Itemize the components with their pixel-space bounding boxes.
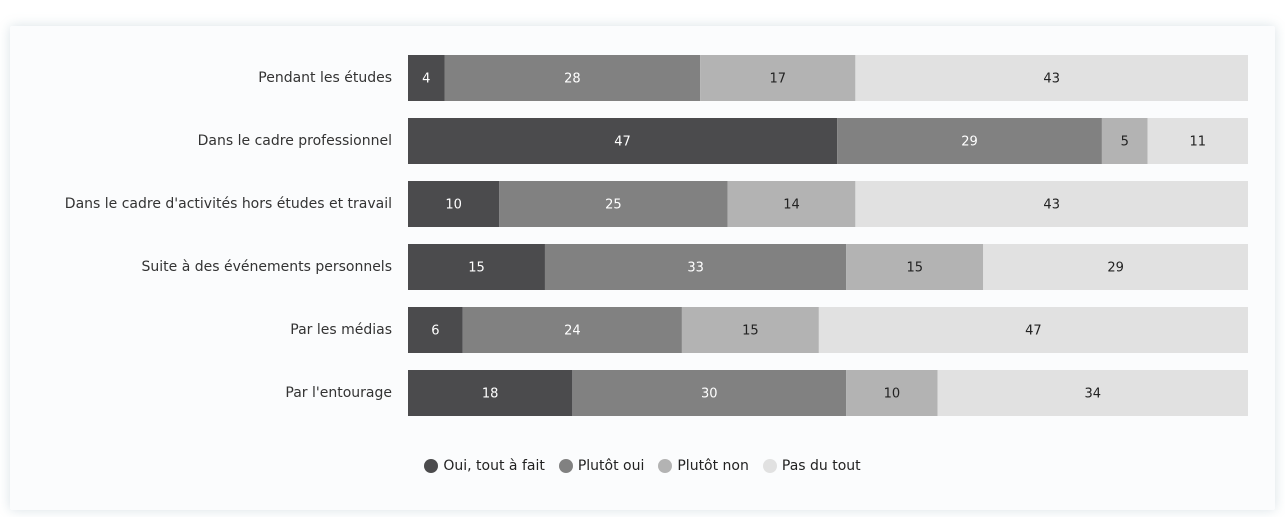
data-label: 34: [1085, 387, 1102, 402]
bar-segment: [727, 181, 856, 227]
bar-segment: [408, 244, 545, 290]
bar-segment: [1101, 118, 1148, 164]
data-label: 15: [742, 324, 759, 339]
data-label: 11: [1190, 135, 1207, 150]
bar-segment: [499, 181, 728, 227]
category-label: Suite à des événements personnels: [141, 258, 393, 275]
data-label: 17: [770, 72, 787, 87]
data-label: 28: [564, 72, 581, 87]
bar-segment: [462, 307, 682, 353]
bar-segment: [837, 118, 1102, 164]
legend-item: Plutôt non: [658, 458, 749, 474]
data-label: 24: [564, 324, 581, 339]
data-label: 25: [605, 198, 622, 213]
data-label: 10: [884, 387, 901, 402]
legend-label: Oui, tout à fait: [443, 458, 545, 474]
bar-segment: [983, 244, 1248, 290]
data-label: 5: [1121, 135, 1129, 150]
data-label: 15: [468, 261, 485, 276]
bar-segment: [1147, 118, 1248, 164]
data-label: 10: [445, 198, 462, 213]
data-label: 29: [1107, 261, 1124, 276]
data-label: 29: [961, 135, 978, 150]
data-label: 30: [701, 387, 718, 402]
legend-item: Pas du tout: [762, 458, 861, 474]
category-label: Par les médias: [290, 321, 392, 338]
data-label: 15: [906, 261, 923, 276]
legend-swatch: [558, 459, 573, 473]
bar-segment: [700, 55, 856, 101]
bar-segment: [444, 55, 701, 101]
legend-swatch: [658, 459, 673, 473]
bar-segment: [572, 370, 847, 416]
category-label: Dans le cadre d'activités hors études et…: [64, 195, 392, 212]
bar-segment: [855, 181, 1248, 227]
bar-segment: [544, 244, 847, 290]
data-label: 43: [1043, 72, 1060, 87]
legend-swatch: [424, 459, 439, 473]
bar-segment: [408, 370, 573, 416]
bar-segment: [408, 307, 463, 353]
legend: Oui, tout à fait Plutôt oui Plutôt non Pas …: [0, 458, 1285, 474]
legend-swatch: [762, 459, 777, 473]
bar-segment: [818, 307, 1248, 353]
category-label: Par l'entourage: [285, 384, 392, 401]
legend-label: Plutôt non: [677, 458, 749, 474]
bar-segment: [846, 244, 984, 290]
data-label: 33: [687, 261, 704, 276]
data-label: 6: [431, 324, 439, 339]
legend-item: Oui, tout à fait: [424, 458, 545, 474]
data-label: 43: [1043, 198, 1060, 213]
bar-segment: [681, 307, 819, 353]
bar-segment: [408, 181, 500, 227]
category-label: Dans le cadre professionnel: [197, 132, 392, 149]
legend-item: Plutôt oui: [558, 458, 645, 474]
legend-label: Plutôt oui: [577, 458, 645, 474]
data-label: 47: [614, 135, 631, 150]
category-label: Pendant les études: [258, 69, 392, 86]
data-label: 47: [1025, 324, 1042, 339]
data-label: 14: [783, 198, 800, 213]
bar-segment: [846, 370, 938, 416]
data-label: 18: [482, 387, 499, 402]
data-label: 4: [422, 72, 430, 87]
bar-segment: [937, 370, 1248, 416]
legend-label: Pas du tout: [781, 458, 861, 474]
bar-segment: [408, 55, 445, 101]
bar-segment: [408, 118, 838, 164]
bar-segment: [855, 55, 1248, 101]
